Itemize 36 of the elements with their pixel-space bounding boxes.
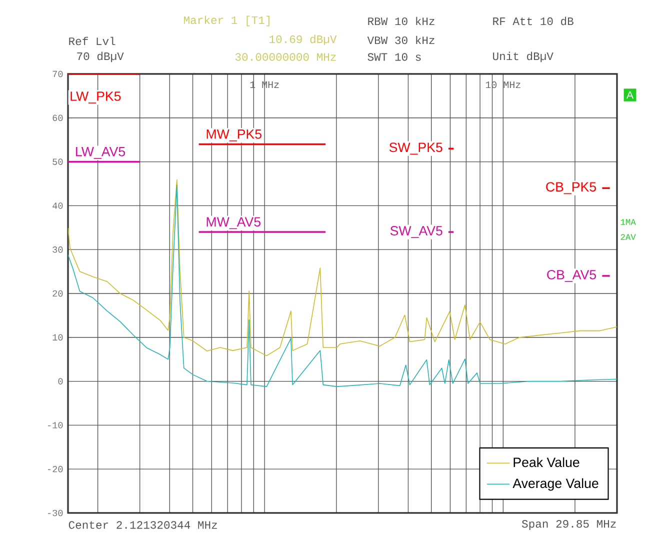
y-tick-label: -20 [48,466,63,472]
y-tick-label: 40 [52,202,63,209]
series-label: LW_PK5 [70,92,121,104]
y-tick-label: 0 [58,378,63,384]
series-label: SW_AV5 [390,226,442,238]
text: 70 dBµV [77,52,124,62]
y-tick-label: 60 [52,114,63,122]
y-tick-label: -30 [48,510,63,516]
series-label: SW_PK5 [389,142,442,155]
series-label: MW_AV5 [206,217,260,230]
text: 1MA [620,219,636,225]
text: Unit dBµV [493,52,554,62]
series-label: CB_PK5 [546,182,596,194]
y-tick-label: 70 [52,70,63,78]
text: Marker 1 [T1] [184,16,270,26]
series-label: CB_AV5 [547,270,596,282]
y-tick-label: 20 [52,290,63,297]
text: VBW 30 kHz [367,36,434,44]
text: RBW 10 kHz [368,16,434,26]
series-label: MW_PK5 [206,129,262,142]
text: 30.00000000 MHz [235,53,336,61]
text: 10.69 dBµV [270,34,337,46]
text: Ref Lvl [69,36,116,46]
y-tick-label: 30 [52,246,63,253]
text: RF Att 10 dB [493,16,574,26]
y-tick-label: 50 [52,158,63,165]
legend-label: Average Value [512,478,598,491]
text: 2AV [620,234,636,240]
y-tick-label: 10 [52,334,63,341]
text: Span 29.85 MHz [522,520,616,530]
legend-label: Peak Value [514,457,580,468]
text: A [626,91,634,99]
text: SWT 10 s [368,53,421,61]
text: Center 2.121320344 MHz [68,521,217,529]
series-label: LW_AV5 [76,147,126,159]
y-tick-label: -10 [48,422,63,428]
